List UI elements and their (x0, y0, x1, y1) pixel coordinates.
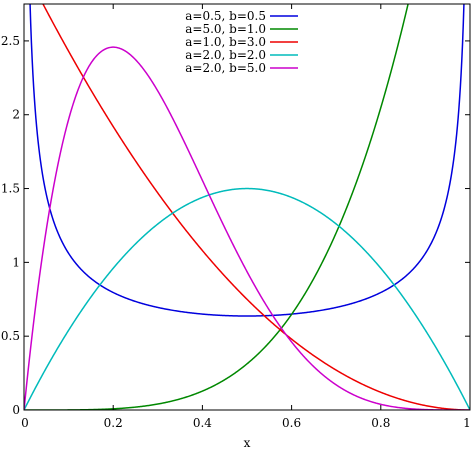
y-tick-label: 2 (12, 108, 20, 122)
legend-label-1: a=0.5, b=0.5 (185, 9, 266, 23)
y-tick-label: 0.5 (1, 329, 20, 343)
x-tick-label: 0.4 (193, 416, 212, 430)
legend-label-5: a=2.0, b=5.0 (185, 61, 266, 75)
ticks-layer: 0 0.2 0.4 0.6 0.8 1 0 0.5 1 1.5 2 2.5 (1, 4, 471, 430)
legend-label-2: a=5.0, b=1.0 (185, 22, 266, 36)
series-line-2 (24, 4, 409, 410)
legend-label-4: a=2.0, b=2.0 (185, 48, 266, 62)
x-tick-label: 1 (463, 416, 471, 430)
legend: a=0.5, b=0.5a=5.0, b=1.0a=1.0, b=3.0a=2.… (185, 9, 298, 75)
y-tick-label: 2.5 (1, 34, 20, 48)
x-tick-label: 0.2 (104, 416, 123, 430)
series-line-3 (42, 4, 470, 410)
legend-label-3: a=1.0, b=3.0 (185, 35, 266, 49)
curves-layer (24, 4, 470, 410)
x-tick-label: 0.8 (371, 416, 390, 430)
series-line-5 (24, 46, 470, 410)
x-tick-label: 0 (21, 416, 29, 430)
y-tick-label: 0 (12, 403, 20, 417)
plot-frame (23, 3, 471, 411)
y-tick-label: 1.5 (1, 182, 20, 196)
x-tick-label: 0.6 (282, 416, 301, 430)
x-axis-label: x (244, 436, 251, 450)
y-tick-label: 1 (12, 255, 20, 269)
series-line-4 (24, 187, 470, 410)
series-line-1 (29, 4, 465, 317)
